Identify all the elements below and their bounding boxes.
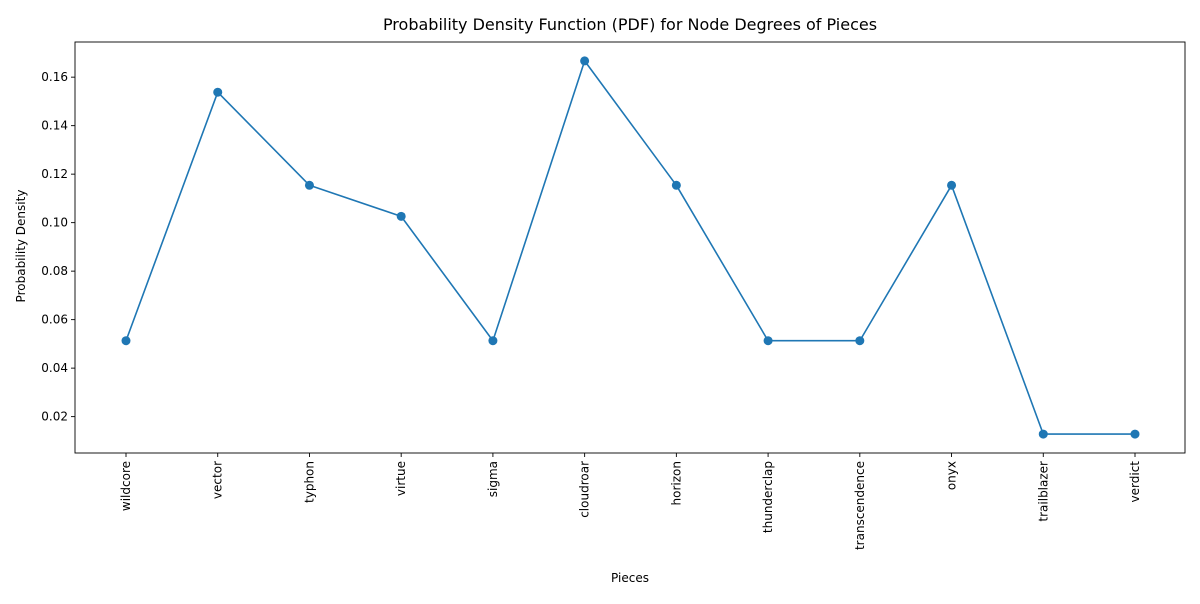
- x-tick-label: onyx: [945, 461, 959, 490]
- plot-area: [121, 56, 1140, 439]
- data-point: [763, 336, 773, 346]
- x-tick-label: vector: [211, 461, 225, 499]
- y-tick-label: 0.12: [41, 167, 68, 181]
- data-point: [580, 56, 590, 66]
- x-tick-label: thunderclap: [761, 461, 775, 533]
- data-point: [1130, 429, 1140, 439]
- data-point: [304, 180, 314, 190]
- data-point: [1038, 429, 1048, 439]
- chart-title: Probability Density Function (PDF) for N…: [383, 15, 877, 34]
- x-tick-label: transcendence: [853, 461, 867, 550]
- data-point: [213, 87, 223, 97]
- data-point: [855, 336, 865, 346]
- x-tick-label: trailblazer: [1036, 461, 1050, 522]
- data-point: [947, 180, 957, 190]
- axes: wildcore vector typhon virtue sigma cloudroar…: [41, 41, 1186, 550]
- x-tick-label: horizon: [669, 461, 683, 505]
- x-tick-label: wildcore: [119, 461, 133, 511]
- y-axis-label: Probability Density: [14, 190, 28, 303]
- y-tick-label: 0.10: [41, 216, 68, 230]
- y-tick-label: 0.04: [41, 361, 68, 375]
- y-tick-label: 0.14: [41, 119, 68, 133]
- data-point: [121, 336, 131, 346]
- x-tick-label: verdict: [1128, 461, 1142, 503]
- y-tick-label: 0.02: [41, 410, 68, 424]
- axes-frame: [74, 41, 1186, 454]
- x-axis-label: Pieces: [611, 571, 649, 585]
- y-tick-label: 0.06: [41, 313, 68, 327]
- x-tick-label: typhon: [302, 461, 316, 503]
- series-line: [125, 60, 1135, 435]
- y-tick-label: 0.16: [41, 70, 68, 84]
- data-point: [488, 336, 498, 346]
- data-point: [396, 211, 406, 221]
- x-tick-label: virtue: [394, 461, 408, 496]
- data-point: [671, 180, 681, 190]
- y-tick-label: 0.08: [41, 264, 68, 278]
- x-tick-label: sigma: [486, 461, 500, 497]
- x-tick-label: cloudroar: [578, 461, 592, 518]
